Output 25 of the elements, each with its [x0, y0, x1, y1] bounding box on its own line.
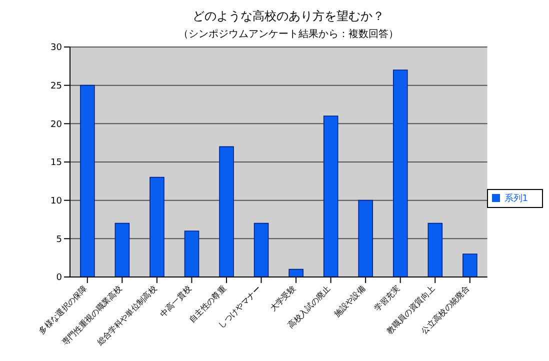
bar [358, 200, 374, 277]
x-tick-label: 大学受験 [268, 284, 298, 314]
bar [462, 254, 478, 277]
y-tick-label: 20 [50, 120, 62, 130]
y-tick-label: 25 [50, 82, 62, 92]
bar [323, 116, 338, 277]
y-tick-label: 15 [50, 158, 62, 168]
legend-label: 系列1 [504, 194, 528, 204]
bar [80, 84, 95, 277]
bar [392, 70, 408, 277]
y-tick-label: 0 [56, 273, 62, 284]
chart-title: どのような高校のあり方を望むか？ [192, 8, 386, 25]
bar [114, 222, 130, 277]
chart-subtitle: （シンポジウムアンケート結果から：複数回答） [178, 28, 400, 41]
bar [219, 146, 234, 277]
bar [254, 222, 269, 277]
bar [150, 176, 164, 277]
y-tick-label: 5 [56, 234, 62, 245]
y-tick-label: 10 [50, 196, 62, 207]
bar [428, 222, 443, 277]
x-tick-label: 施設や設備 [332, 284, 367, 319]
x-tick-label: 学習充実 [372, 284, 402, 314]
bar [184, 230, 200, 277]
y-tick-label: 30 [50, 43, 62, 54]
bar [288, 268, 304, 277]
